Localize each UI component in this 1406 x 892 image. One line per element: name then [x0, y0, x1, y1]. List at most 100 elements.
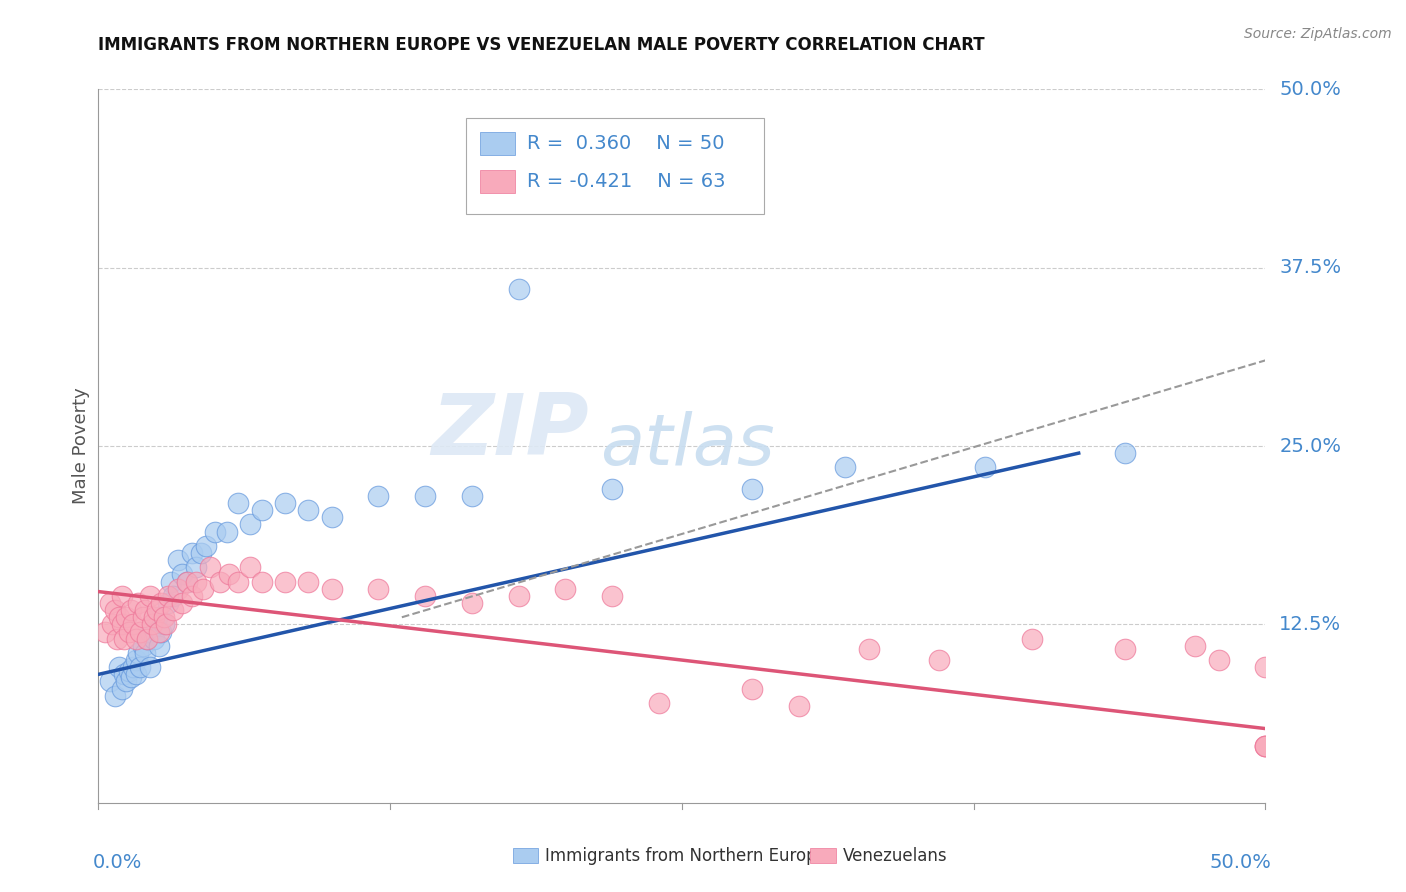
- Point: [98, 674, 121, 689]
- Point: [1184, 639, 1206, 653]
- Point: [239, 517, 262, 532]
- Point: [111, 589, 134, 603]
- Point: [98, 596, 121, 610]
- Point: [148, 624, 170, 639]
- Point: [1021, 632, 1043, 646]
- Point: [134, 603, 156, 617]
- Point: [1254, 739, 1277, 753]
- FancyBboxPatch shape: [479, 132, 515, 155]
- Point: [321, 582, 343, 596]
- Point: [139, 589, 162, 603]
- Point: [1254, 739, 1277, 753]
- Point: [152, 617, 174, 632]
- Point: [120, 670, 142, 684]
- Text: 50.0%: 50.0%: [1209, 853, 1271, 871]
- Point: [129, 660, 152, 674]
- Point: [741, 482, 763, 496]
- Point: [141, 617, 163, 632]
- Point: [600, 589, 623, 603]
- Point: [111, 681, 134, 696]
- Point: [166, 582, 188, 596]
- Text: 25.0%: 25.0%: [1279, 436, 1341, 456]
- Point: [127, 596, 149, 610]
- Point: [112, 632, 135, 646]
- Point: [600, 482, 623, 496]
- FancyBboxPatch shape: [479, 169, 515, 193]
- Point: [180, 589, 202, 603]
- Point: [647, 696, 669, 710]
- Point: [508, 589, 530, 603]
- Point: [274, 574, 297, 589]
- Point: [186, 560, 208, 574]
- Point: [741, 681, 763, 696]
- Point: [1254, 660, 1277, 674]
- Point: [172, 567, 194, 582]
- Point: [166, 553, 188, 567]
- Text: 50.0%: 50.0%: [1279, 79, 1341, 99]
- Point: [111, 617, 134, 632]
- Point: [508, 282, 530, 296]
- Point: [274, 496, 297, 510]
- Point: [1254, 739, 1277, 753]
- Point: [122, 660, 145, 674]
- Point: [115, 674, 138, 689]
- Text: 12.5%: 12.5%: [1279, 615, 1341, 634]
- Point: [136, 632, 159, 646]
- Point: [218, 567, 240, 582]
- Point: [112, 667, 135, 681]
- Point: [928, 653, 950, 667]
- Point: [143, 632, 166, 646]
- Point: [297, 503, 319, 517]
- Point: [172, 596, 194, 610]
- Point: [194, 539, 217, 553]
- FancyBboxPatch shape: [810, 847, 837, 863]
- Point: [787, 698, 810, 713]
- Point: [215, 524, 238, 539]
- Point: [1114, 446, 1136, 460]
- Point: [162, 589, 184, 603]
- Point: [134, 646, 156, 660]
- Point: [152, 610, 174, 624]
- Point: [155, 617, 177, 632]
- Point: [146, 603, 169, 617]
- Point: [176, 574, 198, 589]
- Point: [228, 574, 250, 589]
- Point: [159, 574, 181, 589]
- Point: [461, 596, 484, 610]
- Text: atlas: atlas: [600, 411, 775, 481]
- Point: [120, 603, 142, 617]
- Point: [94, 624, 117, 639]
- Point: [115, 610, 138, 624]
- Point: [413, 589, 436, 603]
- Point: [104, 603, 127, 617]
- Point: [1114, 641, 1136, 656]
- Point: [104, 689, 127, 703]
- Point: [139, 624, 162, 639]
- Point: [176, 574, 198, 589]
- Text: 0.0%: 0.0%: [93, 853, 142, 871]
- Point: [858, 641, 880, 656]
- Point: [122, 617, 145, 632]
- Point: [228, 496, 250, 510]
- Point: [297, 574, 319, 589]
- Point: [186, 574, 208, 589]
- FancyBboxPatch shape: [513, 847, 538, 863]
- Point: [367, 489, 389, 503]
- Point: [101, 617, 124, 632]
- Point: [108, 660, 131, 674]
- Text: Venezuelans: Venezuelans: [844, 847, 948, 864]
- Point: [834, 460, 856, 475]
- Point: [136, 632, 159, 646]
- Point: [193, 582, 215, 596]
- Point: [1208, 653, 1230, 667]
- Point: [125, 632, 148, 646]
- Point: [143, 610, 166, 624]
- Point: [200, 560, 222, 574]
- Point: [125, 667, 148, 681]
- Point: [132, 610, 155, 624]
- Point: [250, 503, 273, 517]
- Text: 37.5%: 37.5%: [1279, 258, 1341, 277]
- Point: [157, 596, 180, 610]
- Point: [118, 624, 141, 639]
- Point: [139, 660, 162, 674]
